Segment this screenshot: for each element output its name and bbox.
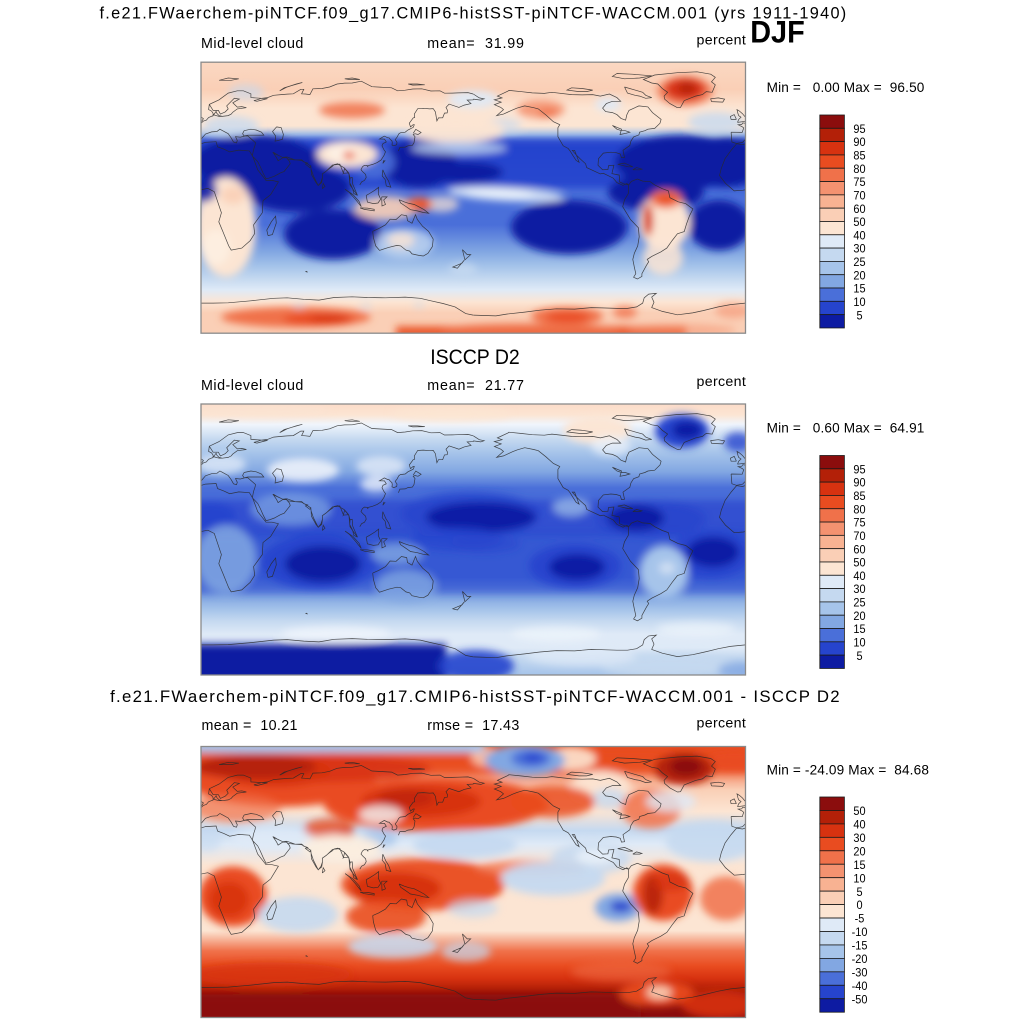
- svg-text:95: 95: [853, 463, 865, 477]
- svg-text:70: 70: [853, 189, 866, 203]
- svg-text:40: 40: [853, 818, 866, 832]
- svg-text:Min = -24.09 Max = 84.68: Min = -24.09 Max = 84.68: [767, 763, 929, 778]
- svg-text:95: 95: [853, 122, 865, 136]
- svg-text:30: 30: [853, 831, 866, 845]
- svg-text:Mid-level cloud: Mid-level cloud: [201, 378, 304, 394]
- svg-text:5: 5: [856, 309, 862, 323]
- svg-text:70: 70: [853, 529, 866, 543]
- svg-text:0: 0: [856, 899, 863, 913]
- svg-text:50: 50: [853, 556, 866, 570]
- svg-text:15: 15: [853, 282, 865, 296]
- svg-text:-50: -50: [852, 993, 868, 1007]
- svg-text:-20: -20: [852, 952, 868, 966]
- svg-text:85: 85: [853, 489, 865, 503]
- svg-text:rmse = 17.43: rmse = 17.43: [427, 718, 519, 734]
- svg-text:percent: percent: [697, 374, 747, 390]
- svg-text:Min = 0.00 Max = 96.50: Min = 0.00 Max = 96.50: [767, 80, 925, 95]
- svg-text:-30: -30: [852, 966, 868, 980]
- svg-text:mean = 10.21: mean = 10.21: [202, 718, 298, 734]
- svg-text:25: 25: [853, 255, 865, 269]
- svg-text:20: 20: [853, 609, 866, 623]
- svg-text:20: 20: [853, 269, 866, 283]
- svg-text:10: 10: [853, 636, 866, 650]
- svg-text:f.e21.FWaerchem-piNTCF.f09_g17: f.e21.FWaerchem-piNTCF.f09_g17.CMIP6-his…: [99, 5, 847, 23]
- svg-text:30: 30: [853, 242, 866, 256]
- svg-text:f.e21.FWaerchem-piNTCF.f09_g17: f.e21.FWaerchem-piNTCF.f09_g17.CMIP6-his…: [110, 687, 841, 706]
- svg-text:90: 90: [853, 136, 866, 150]
- svg-text:50: 50: [853, 804, 866, 818]
- svg-text:60: 60: [853, 202, 866, 216]
- svg-text:40: 40: [853, 569, 866, 583]
- svg-text:60: 60: [853, 543, 866, 557]
- svg-text:20: 20: [853, 845, 866, 859]
- svg-text:percent: percent: [697, 716, 747, 732]
- svg-text:75: 75: [853, 516, 865, 530]
- svg-text:15: 15: [853, 858, 865, 872]
- svg-text:30: 30: [853, 583, 866, 597]
- svg-text:ISCCP D2: ISCCP D2: [430, 346, 520, 369]
- svg-text:25: 25: [853, 596, 865, 610]
- svg-text:5: 5: [856, 885, 862, 899]
- svg-text:mean= 21.77: mean= 21.77: [427, 378, 524, 394]
- svg-text:percent: percent: [697, 32, 747, 48]
- svg-text:15: 15: [853, 623, 865, 637]
- svg-text:Min = 0.60 Max = 64.91: Min = 0.60 Max = 64.91: [767, 421, 925, 436]
- svg-text:5: 5: [856, 649, 862, 663]
- svg-text:85: 85: [853, 149, 865, 163]
- svg-text:-15: -15: [852, 939, 868, 953]
- svg-text:Mid-level cloud: Mid-level cloud: [201, 36, 304, 52]
- svg-text:10: 10: [853, 295, 866, 309]
- svg-text:-40: -40: [852, 979, 868, 993]
- svg-text:90: 90: [853, 476, 866, 490]
- svg-text:mean= 31.99: mean= 31.99: [427, 36, 524, 52]
- svg-text:80: 80: [853, 503, 866, 517]
- svg-text:10: 10: [853, 872, 866, 886]
- svg-text:DJF: DJF: [750, 15, 805, 49]
- svg-text:-5: -5: [855, 912, 865, 926]
- svg-text:80: 80: [853, 162, 866, 176]
- svg-text:50: 50: [853, 216, 866, 230]
- svg-text:40: 40: [853, 229, 866, 243]
- svg-text:75: 75: [853, 176, 865, 190]
- svg-text:-10: -10: [852, 926, 868, 940]
